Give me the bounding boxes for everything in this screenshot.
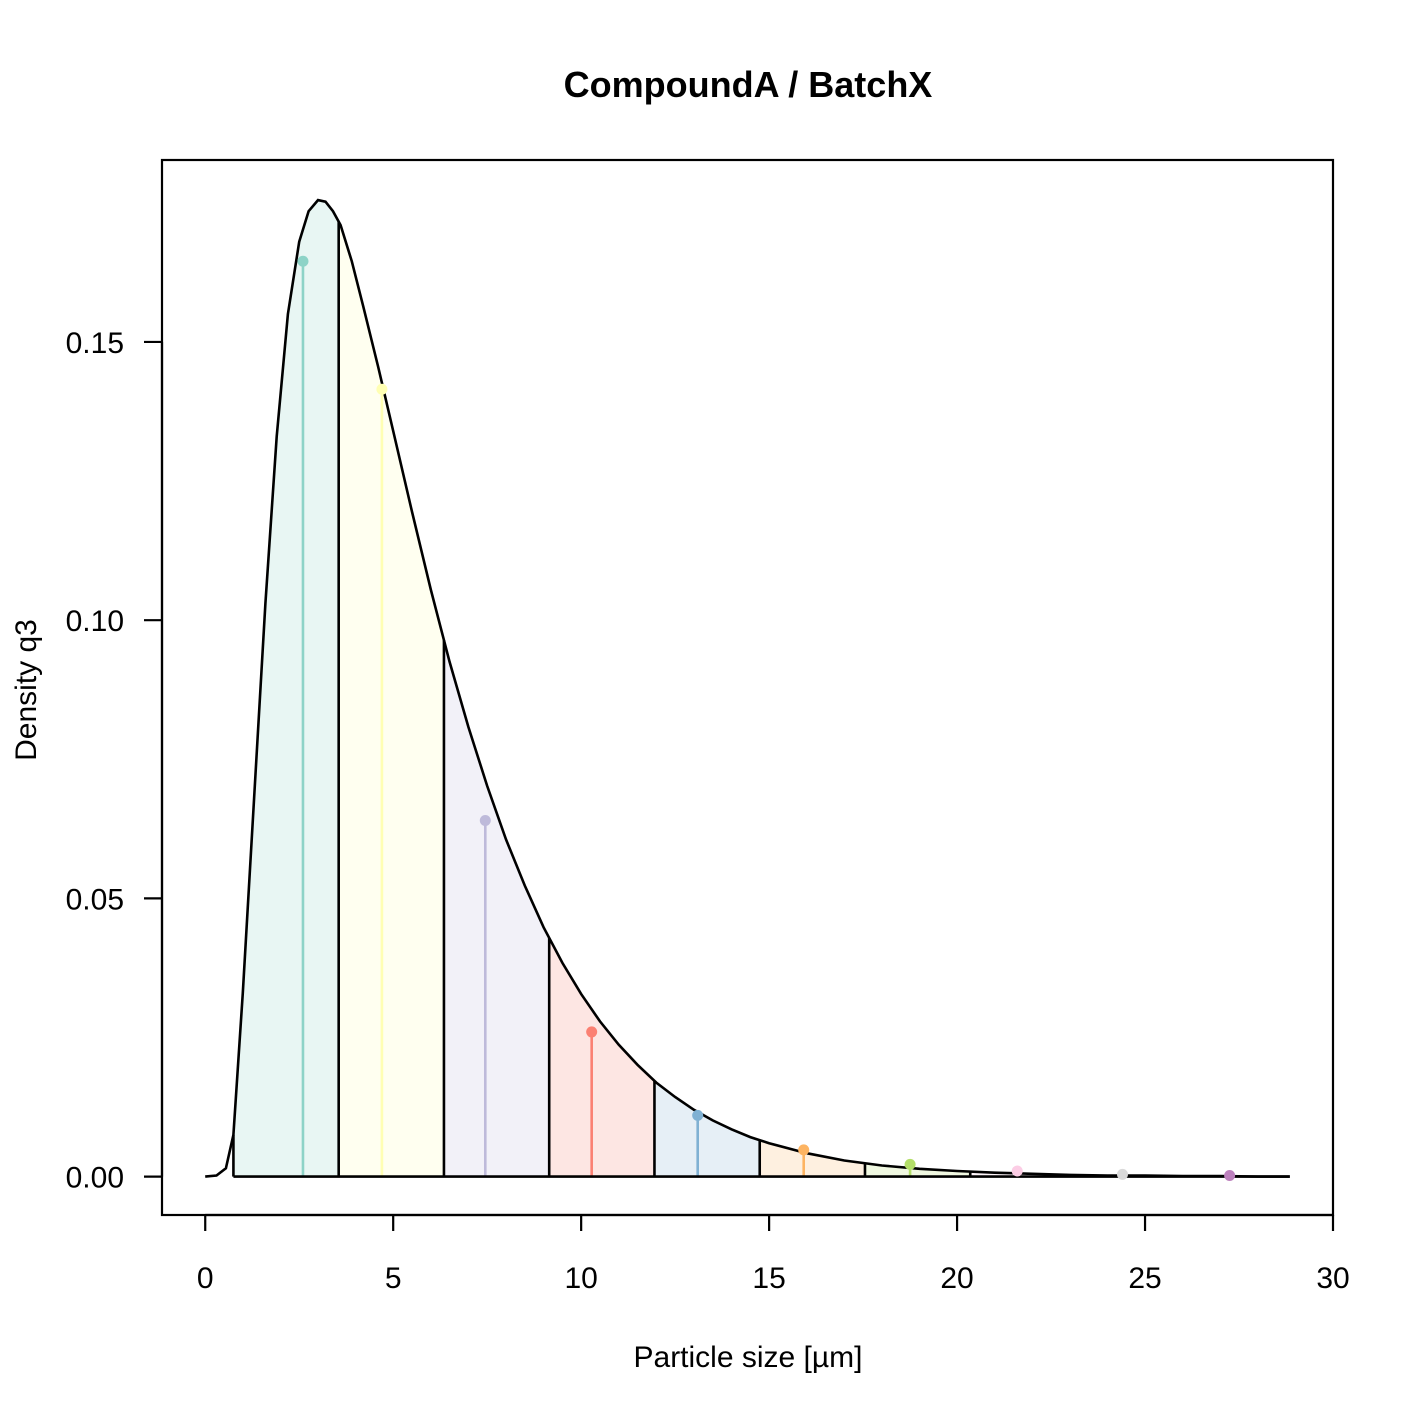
- x-tick-label: 10: [564, 1262, 597, 1295]
- x-tick-label: 15: [752, 1262, 785, 1295]
- class-mid-point-5: [692, 1109, 704, 1121]
- class-fill-2: [338, 221, 444, 1177]
- x-axis: 0 5 10 15 20 25 30: [197, 1213, 1350, 1295]
- y-tick-label: 0.00: [66, 1162, 124, 1195]
- class-mid-point-6: [798, 1144, 810, 1156]
- y-tick-label: 0.15: [66, 327, 124, 360]
- class-boundaries: [232, 221, 1183, 1177]
- x-tick-label: 30: [1316, 1262, 1349, 1295]
- y-axis: 0.00 0.05 0.10 0.15: [66, 327, 164, 1195]
- class-mid-point-1: [297, 255, 309, 267]
- class-mid-point-2: [376, 383, 388, 395]
- class-mid-point-4: [586, 1026, 598, 1038]
- class-mid-point-10: [1224, 1169, 1236, 1181]
- chart-title: CompoundA / BatchX: [564, 64, 933, 105]
- density-curve: [205, 198, 1290, 1178]
- class-mid-point-7: [904, 1158, 916, 1170]
- y-tick-label: 0.10: [66, 605, 124, 638]
- class-mid-point-9: [1116, 1168, 1128, 1180]
- class-mid-point-3: [479, 814, 491, 826]
- class-fill-3: [443, 640, 550, 1177]
- x-axis-label: Particle size [µm]: [634, 1341, 863, 1374]
- x-tick-label: 0: [197, 1262, 214, 1295]
- y-tick-label: 0.05: [66, 883, 124, 916]
- class-fill-5: [654, 1080, 760, 1177]
- class-mid-points: [297, 255, 1236, 1181]
- class-fill-6: [759, 1140, 865, 1177]
- class-fill-1: [233, 200, 339, 1177]
- class-fill-4: [549, 938, 655, 1177]
- y-axis-label: Density q3: [10, 619, 43, 761]
- class-fills: [233, 200, 1290, 1177]
- x-tick-label: 25: [1128, 1262, 1161, 1295]
- x-tick-label: 5: [385, 1262, 402, 1295]
- class-mid-point-8: [1011, 1165, 1023, 1177]
- x-tick-label: 20: [940, 1262, 973, 1295]
